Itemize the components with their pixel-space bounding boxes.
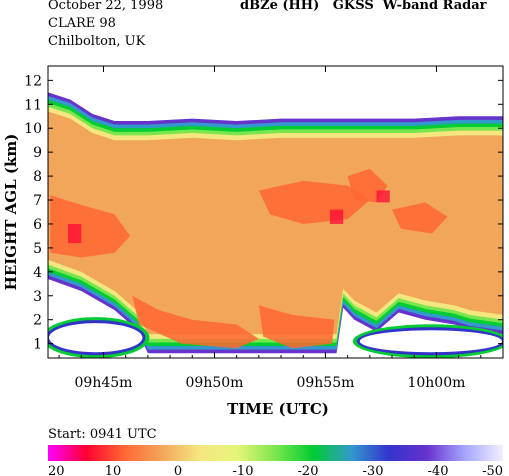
chart-title: dBZe (HH) GKSS W-band Radar: [240, 0, 487, 13]
x-tick-label-09h50m: 09h50m: [186, 375, 244, 391]
y-tick-label-5: 5: [33, 241, 42, 257]
y-tick-label-11: 11: [24, 97, 42, 113]
y-tick-label-8: 8: [33, 169, 42, 185]
reflectivity-field: [48, 92, 503, 358]
y-tick-label-7: 7: [33, 193, 42, 209]
y-tick-label-9: 9: [33, 145, 42, 161]
y-tick-label-3: 3: [33, 289, 42, 305]
reflectivity-core-5: [392, 202, 448, 234]
colorbar-label-20: 20: [48, 464, 65, 476]
colorbar: [48, 445, 503, 461]
colorbar-label--20: -20: [298, 464, 319, 476]
reflectivity-peak-2: [329, 209, 344, 224]
x-axis-title: TIME (UTC): [227, 400, 329, 418]
left-gap: [49, 323, 143, 353]
colorbar-label--10: -10: [233, 464, 254, 476]
colorbar-label--40: -40: [428, 464, 449, 476]
colorbar-ticks: 20 10 0 -10 -20 -30 -40 -50: [48, 464, 503, 476]
colorbar-label--30: -30: [363, 464, 384, 476]
reflectivity-core-6: [258, 305, 335, 349]
y-tick-label-12: 12: [24, 73, 42, 89]
y-tick-label-10: 10: [24, 121, 42, 137]
y-axis-title: HEIGHT AGL (km): [2, 134, 20, 291]
colorbar-label--50: -50: [482, 464, 503, 476]
plot-frame: [47, 65, 504, 359]
y-tick-label-4: 4: [33, 265, 42, 281]
start-label: Start: 0941 UTC: [48, 427, 157, 442]
reflectivity-core-2: [132, 295, 259, 349]
x-tick-label-09h55m: 09h55m: [296, 375, 354, 391]
colorbar-label-0: 0: [174, 464, 182, 476]
reflectivity-peak-3: [376, 190, 390, 203]
y-tick-label-2: 2: [33, 313, 42, 329]
y-tick-label-6: 6: [33, 217, 42, 233]
y-tick-label-1: 1: [33, 337, 42, 353]
x-axis: 09h45m 09h50m 09h55m 10h00m: [58, 66, 504, 391]
cloud-body: [48, 111, 503, 335]
x-tick-label-09h45m: 09h45m: [75, 375, 133, 391]
colorbar-label-10: 10: [105, 464, 122, 476]
header-location: Chilbolton, UK: [48, 34, 146, 49]
x-tick-label-10h00m: 10h00m: [407, 375, 465, 391]
reflectivity-peak-1: [67, 223, 82, 244]
header-campaign: CLARE 98: [48, 16, 116, 31]
header-date: October 22, 1998: [48, 0, 164, 13]
right-gap: [359, 330, 502, 353]
